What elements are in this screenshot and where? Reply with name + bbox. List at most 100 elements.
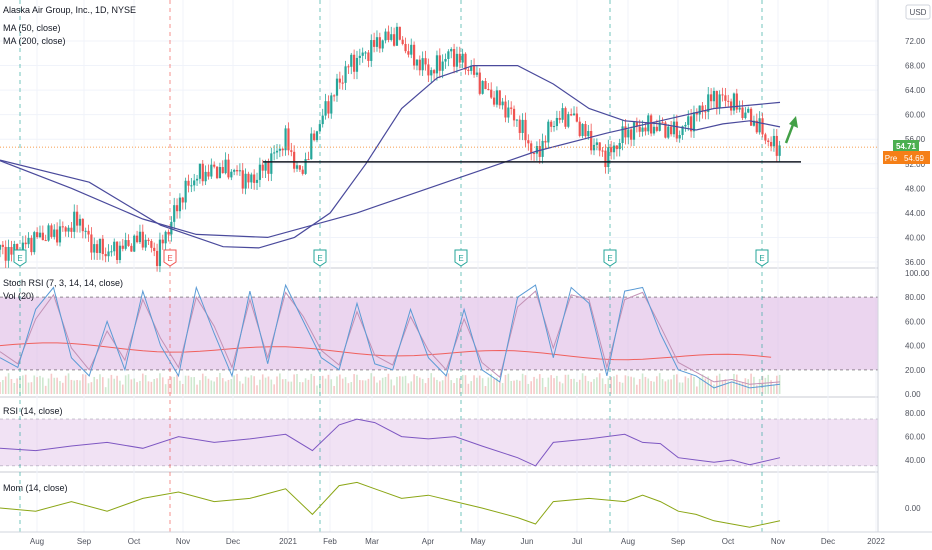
volume-bar bbox=[433, 377, 435, 394]
candle-body bbox=[98, 238, 102, 253]
candle-body bbox=[187, 180, 190, 186]
volume-bar bbox=[136, 382, 138, 394]
candle-body bbox=[153, 247, 156, 251]
candle-body bbox=[607, 147, 610, 168]
candle-body bbox=[455, 53, 459, 67]
volume-bar bbox=[364, 380, 367, 394]
earnings-marker[interactable]: E bbox=[755, 249, 769, 267]
earnings-marker-label: E bbox=[759, 254, 764, 263]
volume-bar bbox=[607, 378, 610, 394]
volume-bar bbox=[84, 374, 87, 394]
candle-body bbox=[13, 244, 16, 255]
candle-body bbox=[135, 235, 139, 243]
candle-body bbox=[664, 122, 667, 138]
volume-bar bbox=[207, 378, 210, 394]
candle-body bbox=[735, 93, 738, 110]
candle-body bbox=[24, 242, 27, 245]
candle-body bbox=[464, 53, 467, 70]
volume-bar bbox=[484, 386, 487, 394]
candle-body bbox=[364, 52, 367, 54]
candle-body bbox=[278, 148, 281, 151]
earnings-marker[interactable]: E bbox=[454, 249, 468, 267]
volume-bar bbox=[601, 378, 604, 394]
volume-bar bbox=[42, 377, 44, 394]
volume-bar bbox=[127, 374, 130, 394]
candle-body bbox=[158, 239, 162, 267]
candle-body bbox=[552, 126, 556, 128]
volume-bar bbox=[253, 376, 255, 394]
currency-box[interactable] bbox=[905, 4, 931, 20]
earnings-marker[interactable]: E bbox=[163, 249, 177, 267]
candle-body bbox=[567, 114, 570, 127]
volume-bar bbox=[456, 378, 458, 394]
volume-bar bbox=[447, 373, 450, 394]
volume-bar bbox=[747, 379, 750, 394]
volume-bar bbox=[561, 383, 564, 394]
candle-body bbox=[113, 241, 116, 252]
candle-body bbox=[401, 39, 404, 45]
candle-body bbox=[701, 105, 704, 112]
volume-bar bbox=[16, 378, 18, 394]
candle-body bbox=[767, 140, 770, 142]
up-arrow[interactable] bbox=[784, 116, 798, 144]
volume-bar bbox=[673, 374, 675, 394]
x-tick-label: Sep bbox=[77, 537, 92, 546]
volume-bar bbox=[13, 383, 16, 394]
candle-body bbox=[572, 113, 576, 116]
candle-body bbox=[93, 244, 96, 253]
candle-body bbox=[264, 161, 267, 171]
volume-bar bbox=[604, 384, 607, 394]
earnings-marker[interactable]: E bbox=[603, 249, 617, 267]
time-axis[interactable] bbox=[0, 532, 932, 550]
candle-body bbox=[430, 70, 433, 76]
candle-body bbox=[21, 242, 24, 252]
x-tick-label: Dec bbox=[821, 537, 835, 546]
volume-bar bbox=[339, 374, 341, 394]
candle-body bbox=[424, 58, 427, 65]
earnings-marker[interactable]: E bbox=[313, 249, 327, 267]
volume-bar bbox=[347, 383, 350, 394]
candle-body bbox=[578, 121, 581, 136]
candle-body bbox=[501, 101, 504, 106]
volume-bar bbox=[10, 379, 13, 394]
volume-bar bbox=[279, 373, 281, 394]
earnings-marker-shape bbox=[313, 249, 327, 267]
volume-bar bbox=[247, 377, 250, 394]
volume-bar bbox=[518, 380, 521, 394]
candle-body bbox=[561, 108, 564, 120]
candle-body bbox=[321, 115, 324, 125]
volume-bar bbox=[296, 374, 298, 394]
candle-body bbox=[378, 37, 381, 49]
candle-body bbox=[470, 65, 473, 71]
candle-body bbox=[404, 44, 407, 52]
volume-bar bbox=[44, 385, 47, 394]
candle-body bbox=[56, 229, 59, 243]
candle-body bbox=[181, 197, 184, 203]
volume-bar bbox=[464, 375, 467, 394]
candle-body bbox=[201, 163, 204, 182]
candle-body bbox=[624, 126, 627, 138]
volume-bar bbox=[299, 382, 301, 394]
candle-body bbox=[67, 227, 70, 232]
volume-bar bbox=[584, 375, 587, 394]
volume-bar bbox=[264, 377, 267, 394]
candle-body bbox=[335, 78, 339, 96]
candle-body bbox=[541, 140, 544, 157]
candle-body bbox=[555, 117, 558, 127]
volume-bar bbox=[444, 375, 447, 394]
volume-bar bbox=[213, 381, 215, 394]
price-scale[interactable] bbox=[878, 0, 932, 550]
volume-bar bbox=[290, 381, 293, 394]
stoch-k-line bbox=[0, 283, 781, 389]
volume-bar bbox=[367, 378, 370, 394]
stoch-rsi-band bbox=[0, 297, 878, 370]
candle-body bbox=[630, 129, 633, 140]
x-tick-label: Aug bbox=[30, 537, 44, 546]
earnings-marker[interactable]: E bbox=[13, 249, 27, 267]
candle-body bbox=[258, 164, 261, 180]
candle-body bbox=[407, 51, 410, 55]
candle-body bbox=[755, 120, 758, 133]
volume-bar bbox=[707, 376, 710, 394]
